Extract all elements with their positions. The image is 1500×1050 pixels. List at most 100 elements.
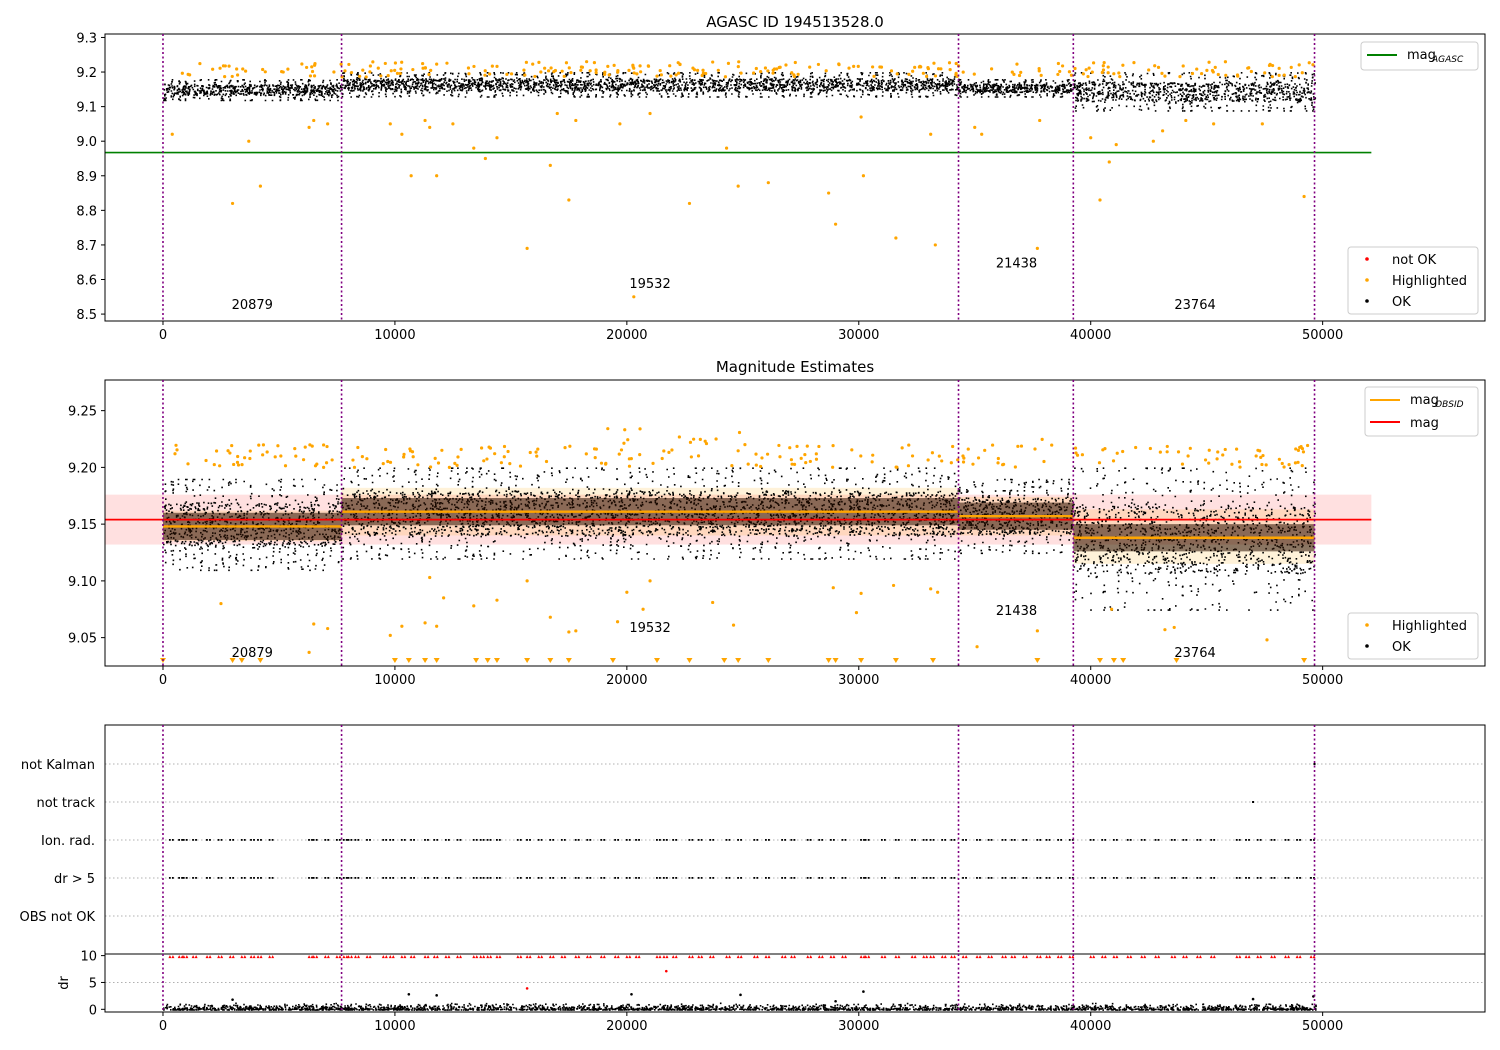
flag-point xyxy=(433,877,436,879)
y-tick-label: 9.2 xyxy=(76,66,97,81)
highlighted-point xyxy=(956,458,960,462)
highlighted-point xyxy=(635,72,639,76)
y-tick-label: 9.3 xyxy=(76,31,97,46)
highlighted-point xyxy=(322,465,326,469)
highlighted-point xyxy=(1080,453,1084,457)
flag-point xyxy=(1039,877,1042,879)
highlighted-point xyxy=(1268,62,1272,66)
dr-clipped-marker xyxy=(208,955,212,959)
dr-clipped-marker xyxy=(697,955,701,959)
flag-point xyxy=(433,839,436,841)
flag-point xyxy=(1287,877,1290,879)
highlighted-point xyxy=(395,71,400,75)
highlighted-point xyxy=(388,122,392,126)
highlighted-point xyxy=(983,448,987,452)
clipped-marker xyxy=(391,658,398,663)
flag-point xyxy=(1182,877,1185,879)
highlighted-point xyxy=(248,456,252,461)
flag-point xyxy=(656,877,658,879)
highlighted-point xyxy=(900,446,904,450)
clipped-marker xyxy=(547,658,554,663)
dr-outlier-point xyxy=(739,993,742,997)
highlighted-point xyxy=(567,630,571,634)
dr-clipped-marker xyxy=(1126,955,1130,959)
flag-point xyxy=(345,877,348,879)
highlighted-point xyxy=(754,66,758,71)
highlighted-point xyxy=(972,72,976,76)
clipped-marker xyxy=(735,658,742,663)
highlighted-point xyxy=(674,73,678,77)
highlighted-point xyxy=(188,73,192,77)
x-tick-label: 10000 xyxy=(374,1019,415,1034)
dr-clipped-marker xyxy=(1038,955,1042,959)
flag-point xyxy=(1010,877,1013,879)
dr-clipped-marker xyxy=(987,955,991,959)
flag-point xyxy=(185,839,188,841)
flag-point xyxy=(586,877,589,879)
flag-point xyxy=(217,839,220,841)
highlighted-point xyxy=(371,60,375,64)
highlighted-point xyxy=(236,454,240,459)
highlighted-point xyxy=(1221,453,1225,457)
flag-point xyxy=(519,839,522,841)
flag-point xyxy=(864,877,867,879)
flag-point xyxy=(1092,877,1095,879)
flag-point xyxy=(922,839,925,841)
highlighted-point xyxy=(793,60,797,65)
highlighted-point xyxy=(895,465,899,469)
highlighted-point xyxy=(240,463,244,467)
highlighted-point xyxy=(400,624,404,628)
dr-clipped-marker xyxy=(432,955,436,959)
dr-clipped-marker xyxy=(205,955,209,959)
legend-box xyxy=(1347,612,1479,660)
dr-clipped-marker xyxy=(671,955,675,959)
y-tick-label: 5 xyxy=(89,976,97,991)
flag-point xyxy=(195,839,197,841)
x-tick-label: 20000 xyxy=(606,1019,647,1034)
highlighted-point xyxy=(1158,450,1162,454)
highlighted-point xyxy=(1016,444,1020,448)
highlighted-point xyxy=(445,61,449,65)
highlighted-point xyxy=(784,63,788,67)
dr-clipped-marker xyxy=(1298,955,1302,959)
highlighted-point xyxy=(1260,122,1264,126)
flag-point xyxy=(950,877,953,879)
highlighted-point xyxy=(1178,75,1182,79)
flag-point xyxy=(753,839,756,841)
highlighted-point xyxy=(360,455,364,459)
flag-point xyxy=(659,877,661,879)
dr-clipped-marker xyxy=(548,955,552,959)
dr-clipped-marker xyxy=(1198,955,1202,959)
highlighted-point xyxy=(339,62,343,66)
highlighted-point xyxy=(1188,446,1192,450)
dr-clipped-marker xyxy=(426,955,430,959)
highlighted-point xyxy=(1163,74,1167,78)
dr-clipped-marker xyxy=(739,955,743,959)
highlighted-point xyxy=(1180,462,1185,466)
dr-clipped-marker xyxy=(1089,955,1093,959)
highlighted-point xyxy=(687,201,692,206)
legend-marker-ok xyxy=(1365,644,1369,648)
highlighted-point xyxy=(1019,70,1023,74)
flag-point xyxy=(220,839,223,841)
dr-clipped-marker xyxy=(342,955,346,959)
panel4-frame xyxy=(104,953,1486,1013)
highlighted-point xyxy=(871,453,875,457)
dr-outlier-point xyxy=(1251,997,1255,1001)
ion-rad-points xyxy=(168,839,1315,841)
dr-clipped-marker xyxy=(1154,955,1158,959)
flag-point xyxy=(617,839,620,841)
highlighted-point xyxy=(548,163,552,167)
highlighted-point xyxy=(349,70,354,75)
dr-clipped-marker xyxy=(563,955,567,959)
highlighted-point xyxy=(996,456,1000,461)
flag-point xyxy=(537,877,540,879)
highlighted-point xyxy=(638,453,642,457)
flag-point xyxy=(1068,877,1071,879)
flag-point xyxy=(577,839,580,841)
highlighted-point xyxy=(870,65,875,69)
highlighted-point xyxy=(423,66,427,70)
dr-clipped-marker xyxy=(820,955,824,959)
highlighted-point xyxy=(1235,73,1240,77)
highlighted-point xyxy=(612,63,616,67)
